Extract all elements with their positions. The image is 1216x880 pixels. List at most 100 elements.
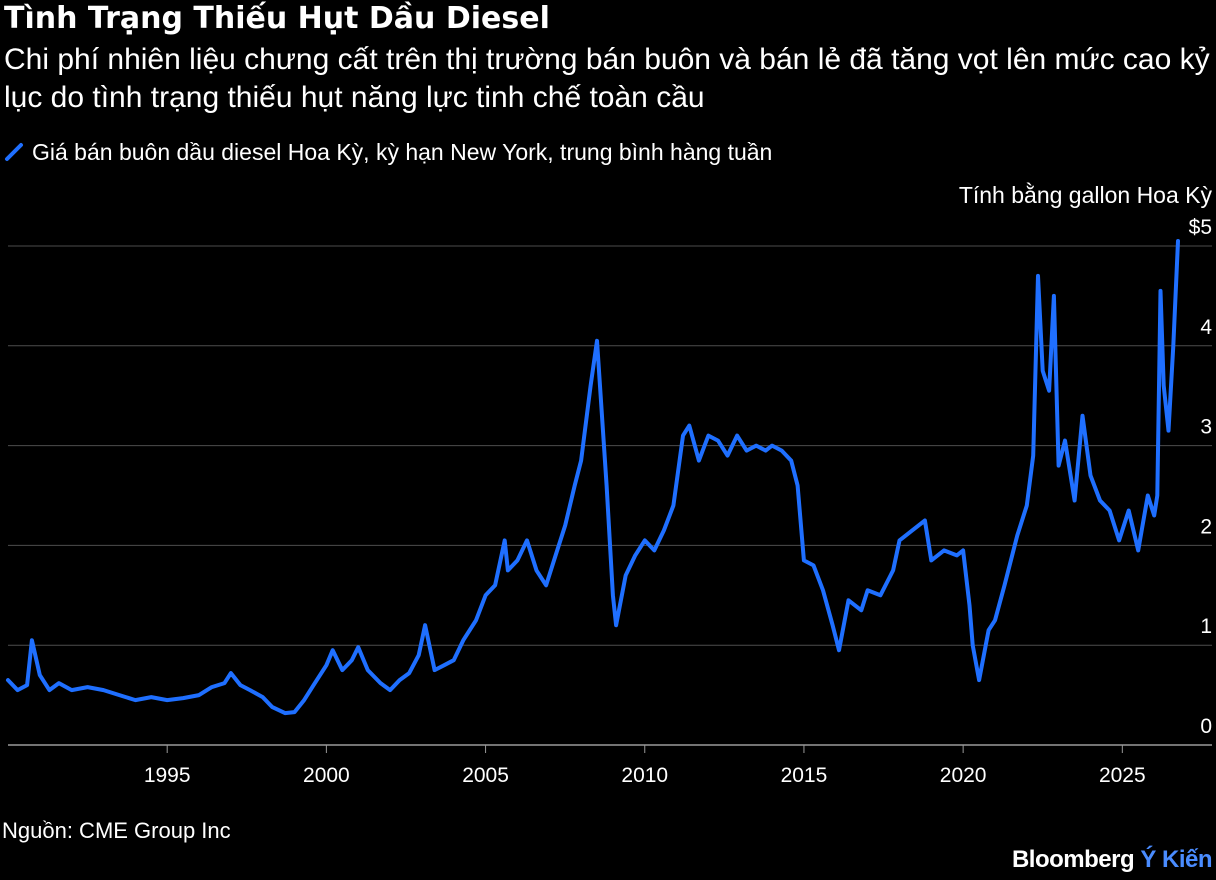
data-point — [506, 568, 510, 573]
data-point — [633, 553, 637, 558]
data-point — [796, 483, 800, 488]
data-point — [897, 538, 902, 543]
series-line — [6, 239, 1180, 716]
data-point — [133, 698, 137, 702]
data-point — [554, 553, 558, 558]
data-point — [197, 693, 201, 697]
data-point — [534, 568, 539, 573]
data-point — [923, 518, 927, 523]
data-point — [643, 538, 647, 543]
brand-accent: Ý Kiến — [1140, 846, 1212, 873]
data-point — [1063, 439, 1067, 443]
data-point — [671, 503, 676, 508]
data-point — [977, 678, 981, 682]
data-point — [837, 648, 841, 652]
data-point — [563, 523, 567, 528]
data-point — [1152, 513, 1156, 518]
data-point — [101, 688, 106, 692]
data-point — [452, 658, 456, 662]
data-point — [725, 454, 730, 458]
legend-label: Giá bán buôn dầu diesel Hoa Kỳ, kỳ hạn N… — [32, 138, 773, 165]
data-point — [866, 588, 870, 592]
data-point — [6, 678, 10, 682]
data-point — [423, 623, 427, 627]
data-point — [1052, 294, 1056, 298]
data-point — [1047, 389, 1051, 393]
data-point — [1136, 548, 1140, 553]
data-point — [611, 593, 615, 597]
data-point — [910, 528, 914, 533]
data-point — [324, 663, 328, 667]
data-point — [38, 673, 42, 677]
data-point — [442, 663, 446, 667]
data-point — [484, 593, 488, 597]
data-point — [967, 603, 972, 607]
data-point — [1031, 454, 1035, 458]
data-point — [697, 459, 701, 463]
x-tick-label: 2015 — [781, 764, 828, 787]
data-point — [248, 688, 252, 692]
data-point — [229, 671, 233, 675]
data-point — [754, 444, 758, 448]
data-point — [961, 548, 965, 553]
data-point — [165, 698, 169, 702]
data-point — [859, 608, 863, 612]
data-point — [261, 695, 265, 699]
data-point — [433, 668, 437, 672]
data-point — [681, 434, 685, 438]
data-point — [821, 588, 825, 592]
data-point — [331, 648, 335, 652]
x-tick-label: 2005 — [462, 764, 509, 787]
data-point — [1158, 289, 1163, 293]
brand-logo: Bloomberg Ý Kiến — [1012, 846, 1213, 874]
data-point — [30, 638, 34, 642]
data-point — [493, 583, 497, 587]
legend: Giá bán buôn dầu diesel Hoa Kỳ, kỳ hạn N… — [4, 137, 772, 167]
data-point — [47, 688, 52, 692]
data-point — [624, 573, 628, 577]
data-point — [1127, 508, 1131, 513]
data-point — [57, 681, 61, 685]
data-point — [210, 685, 214, 689]
data-point — [745, 449, 749, 453]
data-point — [1041, 369, 1045, 373]
data-point — [222, 681, 227, 685]
data-point — [1025, 503, 1029, 508]
data-point — [149, 695, 153, 699]
x-tick-label: 2025 — [1099, 764, 1146, 787]
x-tick-label: 2000 — [303, 764, 350, 787]
data-point — [735, 434, 739, 438]
x-tick-label: 1995 — [144, 764, 191, 787]
data-point — [1002, 583, 1007, 587]
x-tick-label: 2020 — [940, 764, 987, 787]
data-point — [302, 698, 306, 702]
gridlines — [8, 245, 1212, 746]
y-tick-label: 1 — [1200, 615, 1212, 638]
data-point — [993, 618, 997, 622]
x-tick-label: 2010 — [621, 764, 668, 787]
data-point — [595, 339, 599, 343]
data-point — [1171, 344, 1175, 348]
data-point — [1146, 493, 1150, 498]
data-point — [544, 583, 548, 587]
data-point — [525, 538, 529, 543]
data-point — [378, 681, 383, 685]
data-point — [181, 696, 185, 700]
data-point — [312, 683, 316, 687]
source-note: Nguồn: CME Group Inc — [2, 818, 231, 843]
data-point — [340, 668, 344, 672]
data-point — [716, 439, 720, 443]
data-point — [770, 444, 774, 448]
legend-line-swatch-icon — [5, 143, 23, 161]
y-axis-ticks: 0 1 2 3 4 $5 — [1189, 216, 1213, 738]
data-point — [589, 384, 593, 388]
data-point — [1098, 498, 1102, 503]
data-point — [417, 653, 421, 657]
y-tick-label: 4 — [1200, 316, 1212, 339]
data-point — [846, 598, 851, 602]
data-point — [398, 678, 402, 682]
data-point — [573, 483, 577, 488]
data-point — [350, 658, 354, 662]
chart-title: Tình Trạng Thiếu Hụt Dầu Diesel — [4, 1, 550, 36]
